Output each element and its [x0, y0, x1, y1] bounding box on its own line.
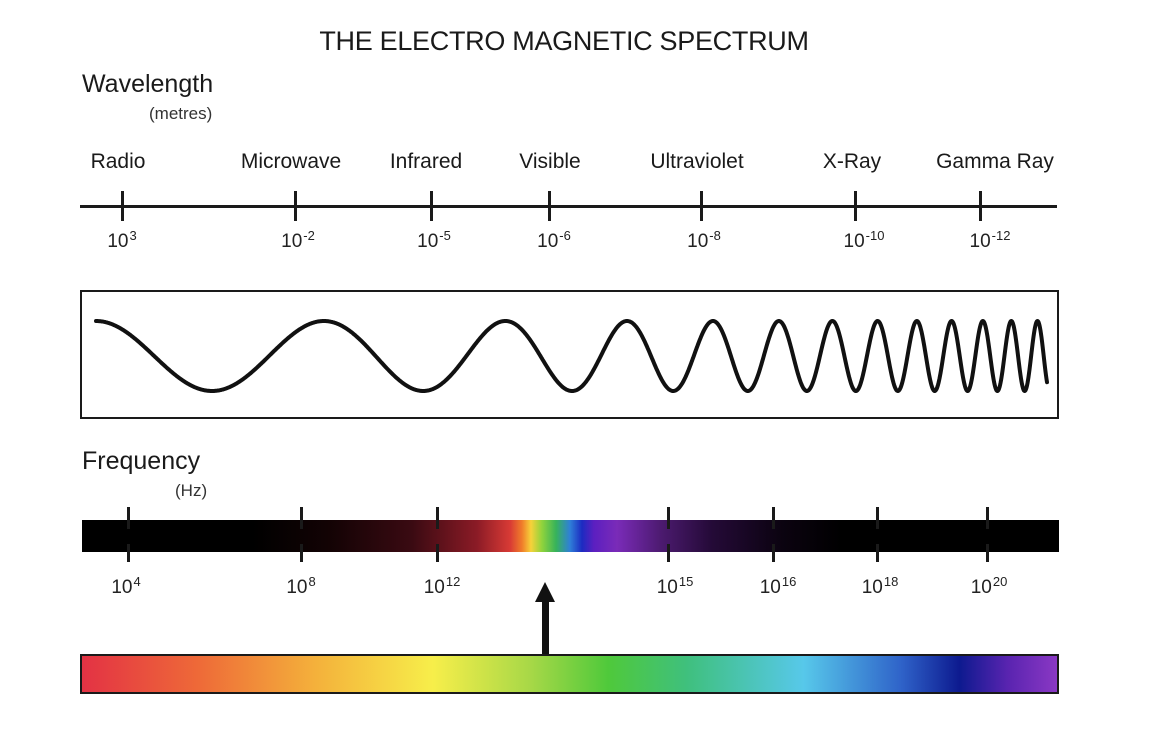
wavelength-value: 10-12: [969, 228, 1011, 252]
band-name-gamma-ray: Gamma Ray: [936, 150, 1054, 173]
frequency-value: 104: [111, 574, 141, 598]
visible-spectrum-bar: [80, 654, 1059, 694]
band-name-ultraviolet: Ultraviolet: [650, 150, 744, 173]
wavelength-value: 10-8: [687, 228, 721, 252]
wavelength-tick: [979, 191, 982, 221]
frequency-tick: [876, 507, 879, 529]
frequency-tick: [986, 507, 989, 529]
band-name-radio: Radio: [90, 150, 146, 173]
band-name-x-ray: X-Ray: [822, 150, 882, 173]
band-name-infrared: Infrared: [389, 150, 463, 173]
wavelength-tick: [294, 191, 297, 221]
wavelength-tick: [548, 191, 551, 221]
frequency-value: 1020: [970, 574, 1008, 598]
wavelength-value: 10-6: [537, 228, 571, 252]
frequency-value: 1016: [759, 574, 797, 598]
frequency-tick: [127, 507, 130, 529]
frequency-tick: [772, 544, 775, 562]
frequency-tick: [986, 544, 989, 562]
wave-illustration-box: [80, 290, 1059, 419]
frequency-tick: [667, 507, 670, 529]
wavelength-tick: [700, 191, 703, 221]
wavelength-value: 10-5: [417, 228, 451, 252]
wavelength-label: Wavelength: [82, 70, 214, 98]
wave-illustration: [94, 319, 1049, 393]
arrow-shaft: [542, 600, 549, 656]
wavelength-unit: (metres): [149, 104, 213, 123]
frequency-tick: [436, 544, 439, 562]
wavelength-tick: [430, 191, 433, 221]
wave-line: [94, 319, 1049, 393]
arrow-up-icon: [535, 582, 555, 602]
wavelength-value: 103: [107, 228, 137, 252]
frequency-tick: [127, 544, 130, 562]
wavelength-tick: [854, 191, 857, 221]
wavelength-tick: [121, 191, 124, 221]
frequency-spectrum-bar: [82, 520, 1059, 552]
frequency-tick: [300, 544, 303, 562]
wavelength-value: 10-2: [281, 228, 315, 252]
frequency-value: 108: [286, 574, 316, 598]
wavelength-axis: [80, 205, 1057, 208]
frequency-tick: [772, 507, 775, 529]
frequency-tick: [300, 507, 303, 529]
frequency-tick: [436, 507, 439, 529]
frequency-value: 1015: [656, 574, 694, 598]
wavelength-value: 10-10: [843, 228, 885, 252]
frequency-tick: [667, 544, 670, 562]
band-name-microwave: Microwave: [240, 150, 342, 173]
frequency-value: 1012: [423, 574, 461, 598]
diagram-title: THE ELECTRO MAGNETIC SPECTRUM: [319, 26, 809, 56]
frequency-value: 1018: [861, 574, 899, 598]
frequency-unit: (Hz): [175, 481, 208, 500]
band-name-visible: Visible: [519, 150, 581, 173]
frequency-tick: [876, 544, 879, 562]
frequency-label: Frequency: [82, 447, 201, 475]
